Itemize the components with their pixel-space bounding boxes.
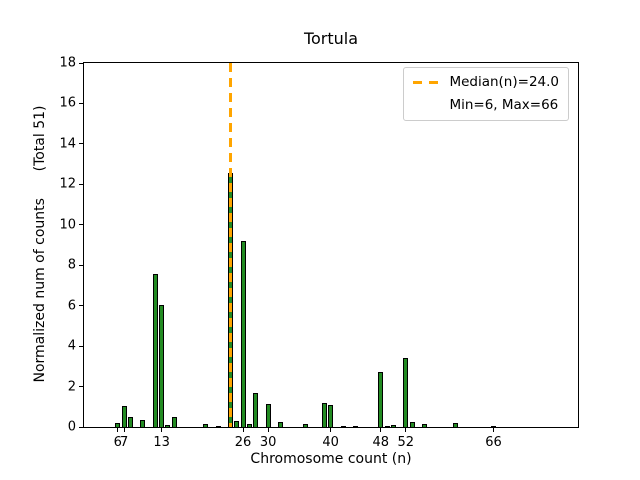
x-tick-mark-7 [123,428,125,432]
y-tick-mark-4 [79,345,83,347]
x-tick-mark-30 [267,428,269,432]
y-axis-label: Normalized num of counts (Total 51) [32,105,48,383]
y-tick-label-4: 4 [67,338,76,354]
median-line [229,63,232,427]
bar-n50 [390,425,396,427]
legend-label-minmax: Min=6, Max=66 [449,97,559,113]
y-tick-mark-0 [79,426,83,428]
y-tick-label-18: 18 [59,55,76,71]
bar-n39 [321,403,327,427]
bar-n13 [159,305,165,427]
bar-n36 [303,424,309,427]
median-dash-swatch [413,81,441,84]
bar-n6 [115,423,121,427]
bar-n40 [328,405,334,427]
bar-n12 [152,274,158,427]
bar-n55 [422,424,428,427]
x-tick-mark-52 [405,428,407,432]
legend-row-median: Median(n)=24.0 [413,74,559,91]
y-tick-mark-14 [79,143,83,145]
legend: Median(n)=24.0 Min=6, Max=66 [403,67,569,121]
x-tick-mark-40 [330,428,332,432]
bar-n20 [203,424,208,427]
bar-n14 [165,425,171,427]
bar-n15 [171,417,177,427]
x-tick-label-66: 66 [485,435,502,450]
y-tick-label-0: 0 [67,419,76,435]
x-tick-label-52: 52 [397,435,415,450]
y-tick-label-8: 8 [67,257,76,273]
bar-n25 [234,421,240,427]
x-tick-label-13: 13 [153,435,170,450]
bar-n53 [409,422,415,427]
x-tick-label-6: 6 [113,435,122,450]
bar-n32 [278,422,284,427]
bar-n49 [384,426,390,427]
bar-n44 [353,426,359,427]
x-tick-label-26: 26 [234,435,252,450]
x-tick-mark-48 [380,428,382,432]
x-tick-mark-6 [117,428,119,432]
y-tick-mark-16 [79,102,83,104]
plot-area: 6 7 13 26 30 40 48 52 66 0 2 4 6 8 10 12 14 16 18 Median(… [59,56,579,450]
bar-n48 [378,372,384,427]
y-tick-label-16: 16 [59,95,76,111]
x-tick-mark-66 [493,428,494,432]
y-tick-label-10: 10 [59,217,76,233]
bar-n28 [253,393,258,427]
x-tick-label-7: 7 [119,435,129,450]
chart-title: Tortula [303,29,359,48]
legend-empty-swatch [413,104,440,107]
bar-n26 [240,241,246,427]
y-tick-label-2: 2 [67,379,76,395]
bar-n22 [215,426,221,427]
y-tick-label-14: 14 [59,136,76,152]
bar-n10 [140,420,146,427]
legend-row-minmax: Min=6, Max=66 [413,97,559,114]
bar-n52 [403,358,409,427]
y-tick-mark-18 [79,62,83,64]
x-tick-label-40: 40 [322,435,339,450]
bar-n8 [127,417,133,427]
y-tick-mark-8 [79,264,83,266]
x-tick-label-48: 48 [372,435,390,450]
x-tick-mark-13 [161,428,163,432]
bar-n27 [246,424,252,427]
x-tick-mark-26 [242,428,244,432]
bar-n66 [491,426,496,427]
y-tick-mark-12 [79,183,83,185]
x-tick-label-30: 30 [259,435,277,450]
y-tick-mark-10 [79,224,83,226]
y-tick-label-12: 12 [59,176,76,192]
legend-label-median: Median(n)=24.0 [449,74,559,90]
bar-n30 [265,404,271,427]
y-tick-mark-2 [79,386,83,388]
x-axis-label: Chromosome count (n) [250,451,412,467]
y-tick-mark-6 [79,305,83,307]
bar-n60 [453,423,459,427]
y-tick-label-6: 6 [67,298,76,314]
bar-n42 [340,426,346,427]
bar-n7 [121,406,127,427]
